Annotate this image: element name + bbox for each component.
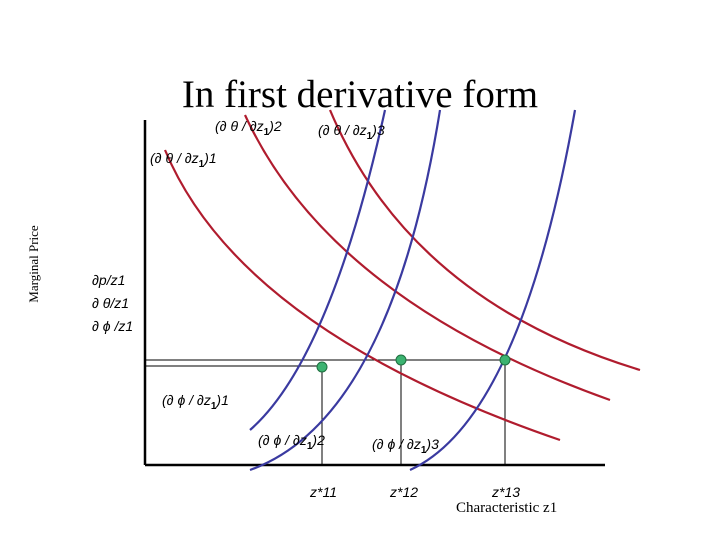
- y-tick-dtheta: ∂ θ/z1: [92, 295, 130, 311]
- equilibrium-point-3: [499, 354, 511, 366]
- phi-label-3: (∂ ϕ / ∂z1)3: [372, 436, 439, 456]
- slide-title: In first derivative form: [181, 73, 539, 116]
- theta-label-3: (∂ θ / ∂z1)3: [318, 122, 385, 142]
- y-axis-label: Marginal Price: [26, 225, 41, 303]
- phi-label-2: (∂ ϕ / ∂z1)2: [258, 432, 325, 452]
- z-star-13: z*13: [492, 484, 521, 500]
- z-star-12: z*12: [390, 484, 419, 500]
- y-tick-dphi: ∂ ϕ /z1: [92, 318, 134, 334]
- theta-curve-2: [244, 114, 611, 402]
- x-axis-label: Characteristic z1: [456, 500, 558, 516]
- equilibrium-point-1: [316, 361, 328, 373]
- theta-label-2: (∂ θ / ∂z1)2: [215, 118, 282, 138]
- z-star-11: z*11: [310, 484, 337, 500]
- phi-curve-2: [249, 109, 442, 472]
- y-tick-dp: ∂p/z1: [92, 272, 126, 288]
- equilibrium-point-2: [395, 354, 407, 366]
- phi-curve-1: [249, 109, 387, 431]
- phi-label-1: (∂ ϕ / ∂z1)1: [162, 392, 229, 412]
- theta-label-1: (∂ θ / ∂z1)1: [150, 150, 217, 170]
- theta-curve-3: [328, 109, 641, 372]
